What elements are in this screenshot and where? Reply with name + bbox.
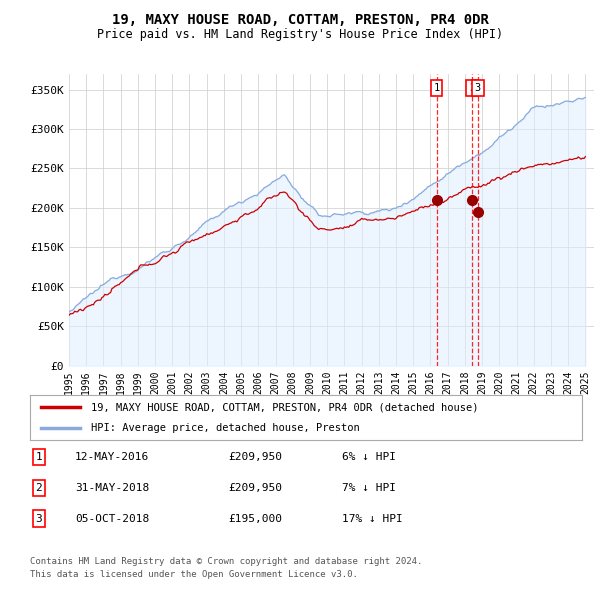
Text: £209,950: £209,950 (228, 453, 282, 462)
Text: 7% ↓ HPI: 7% ↓ HPI (342, 483, 396, 493)
Text: 3: 3 (35, 514, 43, 523)
Text: HPI: Average price, detached house, Preston: HPI: Average price, detached house, Pres… (91, 422, 359, 432)
Text: 6% ↓ HPI: 6% ↓ HPI (342, 453, 396, 462)
Text: 2: 2 (469, 83, 475, 93)
Text: 31-MAY-2018: 31-MAY-2018 (75, 483, 149, 493)
Text: 12-MAY-2016: 12-MAY-2016 (75, 453, 149, 462)
Text: Contains HM Land Registry data © Crown copyright and database right 2024.: Contains HM Land Registry data © Crown c… (30, 558, 422, 566)
Text: 2: 2 (35, 483, 43, 493)
Text: £209,950: £209,950 (228, 483, 282, 493)
Text: 1: 1 (35, 453, 43, 462)
Text: 05-OCT-2018: 05-OCT-2018 (75, 514, 149, 523)
Text: 3: 3 (475, 83, 481, 93)
Text: 19, MAXY HOUSE ROAD, COTTAM, PRESTON, PR4 0DR (detached house): 19, MAXY HOUSE ROAD, COTTAM, PRESTON, PR… (91, 402, 478, 412)
Text: 1: 1 (434, 83, 440, 93)
Text: £195,000: £195,000 (228, 514, 282, 523)
Text: Price paid vs. HM Land Registry's House Price Index (HPI): Price paid vs. HM Land Registry's House … (97, 28, 503, 41)
Text: 17% ↓ HPI: 17% ↓ HPI (342, 514, 403, 523)
Text: This data is licensed under the Open Government Licence v3.0.: This data is licensed under the Open Gov… (30, 571, 358, 579)
Text: 19, MAXY HOUSE ROAD, COTTAM, PRESTON, PR4 0DR: 19, MAXY HOUSE ROAD, COTTAM, PRESTON, PR… (112, 13, 488, 27)
